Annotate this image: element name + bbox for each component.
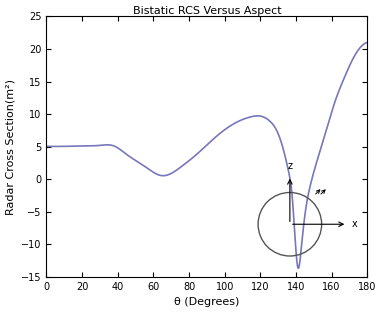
Title: Bistatic RCS Versus Aspect: Bistatic RCS Versus Aspect [133,6,281,16]
Y-axis label: Radar Cross Section(m²): Radar Cross Section(m²) [6,79,16,215]
X-axis label: θ (Degrees): θ (Degrees) [174,297,240,307]
